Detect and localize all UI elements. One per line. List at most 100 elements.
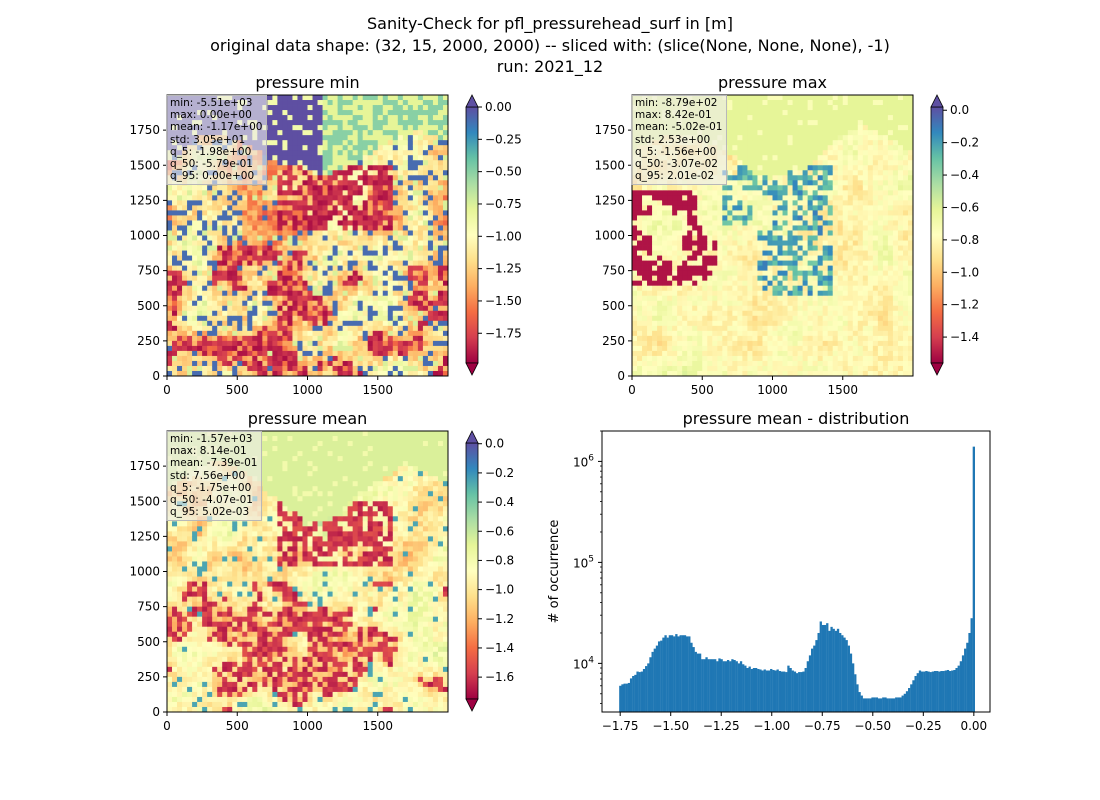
heatmap-cell — [337, 220, 344, 226]
heatmap-cell — [682, 320, 688, 327]
heatmap-cell — [167, 370, 173, 377]
heatmap-cell — [287, 240, 293, 246]
heatmap-cell — [442, 260, 449, 267]
heatmap-cell — [232, 340, 238, 347]
heatmap-cell — [412, 290, 419, 297]
heatmap-cell — [322, 350, 328, 357]
heatmap-cell — [402, 325, 409, 332]
heatmap-cell — [342, 95, 349, 101]
heatmap-cell — [312, 155, 318, 161]
heatmap-cell — [772, 255, 778, 261]
heatmap-cell — [777, 180, 783, 186]
heatmap-cell — [252, 280, 258, 287]
heatmap-cell — [727, 290, 733, 297]
heatmap-cell — [342, 150, 349, 156]
heatmap-cell — [422, 190, 429, 196]
heatmap-cell — [297, 210, 303, 216]
heatmap-cell — [347, 315, 354, 322]
heatmap-cell — [637, 355, 643, 362]
heatmap-cell — [367, 290, 374, 297]
heatmap-cell — [442, 330, 449, 337]
heatmap-cell — [632, 325, 638, 332]
heatmap-cell — [747, 325, 753, 332]
heatmap-cell — [647, 185, 653, 191]
heatmap-cell — [172, 255, 178, 261]
heatmap-cell — [287, 225, 293, 231]
heatmap-cell — [767, 360, 773, 367]
heatmap-cell — [167, 195, 173, 201]
heatmap-cell — [262, 285, 268, 292]
heatmap-cell — [192, 345, 198, 352]
heatmap-cell — [732, 220, 738, 226]
heatmap-cell — [717, 230, 723, 236]
heatmap-cell — [672, 250, 678, 256]
heatmap-cell — [362, 135, 369, 141]
heatmap-cell — [742, 235, 748, 241]
heatmap-cell — [257, 325, 263, 332]
heatmap-cell — [202, 250, 208, 256]
heatmap-cell — [267, 95, 273, 101]
heatmap-cell — [212, 275, 218, 282]
heatmap-cell — [172, 355, 178, 362]
heatmap-cell — [727, 135, 733, 141]
heatmap-cell — [767, 235, 773, 241]
heatmap-cell — [337, 105, 344, 111]
heatmap-cell — [217, 285, 223, 292]
heatmap-cell — [772, 155, 778, 161]
heatmap-cell — [357, 315, 364, 322]
heatmap-cell — [282, 365, 288, 372]
heatmap-cell — [287, 110, 293, 116]
heatmap-cell — [737, 280, 743, 287]
heatmap-cell — [682, 210, 688, 216]
heatmap-cell — [732, 355, 738, 362]
heatmap-cell — [427, 230, 434, 236]
heatmap-cell — [397, 155, 404, 161]
heatmap-cell — [317, 325, 323, 332]
heatmap-cell — [217, 190, 223, 196]
heatmap-cell — [632, 320, 638, 327]
heatmap-cell — [697, 255, 703, 261]
heatmap-cell — [687, 325, 693, 332]
heatmap-cell — [632, 370, 638, 377]
heatmap-cell — [177, 365, 183, 372]
heatmap-cell — [337, 135, 344, 141]
heatmap-cell — [327, 135, 333, 141]
heatmap-cell — [302, 270, 308, 277]
heatmap-cell — [747, 350, 753, 357]
heatmap-cell — [697, 265, 703, 272]
heatmap-cell — [357, 115, 364, 121]
heatmap-cell — [272, 315, 278, 322]
heatmap-cell — [707, 310, 713, 317]
heatmap-cell — [312, 240, 318, 246]
heatmap-cell — [422, 340, 429, 347]
heatmap-cell — [267, 170, 273, 176]
heatmap-cell — [337, 150, 344, 156]
heatmap-cell — [322, 175, 328, 181]
heatmap-cell — [762, 330, 768, 337]
heatmap-cell — [352, 235, 359, 241]
heatmap-cell — [632, 200, 638, 206]
heatmap-cell — [312, 110, 318, 116]
heatmap-cell — [402, 280, 409, 287]
heatmap-cell — [247, 190, 253, 196]
heatmap-cell — [667, 210, 673, 216]
heatmap-cell — [282, 360, 288, 367]
heatmap-cell — [382, 365, 389, 372]
heatmap-cell — [387, 285, 394, 292]
heatmap-cell — [777, 340, 783, 347]
heatmap-cell — [702, 195, 708, 201]
heatmap-cell — [202, 225, 208, 231]
heatmap-cell — [712, 210, 718, 216]
heatmap-cell — [677, 260, 683, 267]
heatmap-cell — [357, 250, 364, 256]
heatmap-cell — [437, 370, 444, 377]
heatmap-cell — [412, 295, 419, 302]
heatmap-cell — [652, 185, 658, 191]
heatmap-cell — [662, 190, 668, 196]
heatmap-cell — [247, 335, 253, 342]
heatmap-cell — [402, 200, 409, 206]
heatmap-cell — [632, 295, 638, 302]
heatmap-cell — [662, 245, 668, 251]
heatmap-cell — [352, 355, 359, 362]
heatmap-cell — [657, 315, 663, 322]
